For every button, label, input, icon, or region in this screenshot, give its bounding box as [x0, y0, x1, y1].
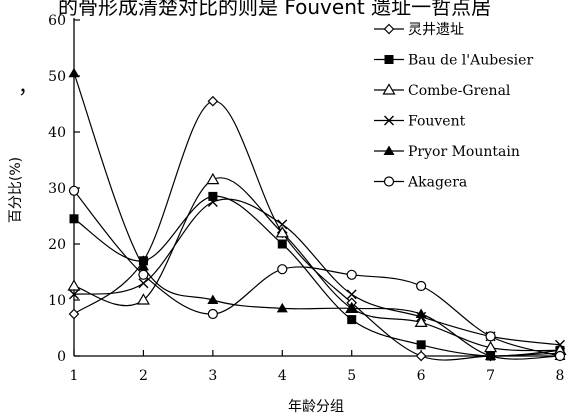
series-line — [73, 195, 561, 357]
series-5 — [68, 185, 566, 362]
data-point-open-triangle — [275, 226, 289, 238]
data-point-x-cross — [346, 289, 357, 300]
legend-item: Combe-Grenal — [374, 83, 511, 99]
y-tick-label: 30 — [48, 181, 66, 197]
data-point-filled-square — [208, 191, 218, 201]
data-point-filled-triangle — [346, 302, 358, 313]
series-line — [73, 100, 561, 361]
data-point-open-circle — [68, 185, 80, 196]
series-line — [73, 177, 561, 352]
legend-marker — [383, 176, 395, 187]
legend-item: 灵井遗址 — [374, 22, 464, 38]
series-0 — [68, 95, 566, 362]
legend-marker — [384, 115, 394, 126]
legend-label: Akagera — [407, 175, 467, 191]
y-tick-label: 60 — [48, 13, 66, 29]
y-tick-label: 10 — [48, 293, 66, 309]
x-tick-label: 6 — [417, 368, 426, 384]
legend-marker — [383, 23, 395, 35]
legend-item: Bau de l'Aubesier — [374, 53, 533, 69]
data-point-filled-triangle — [207, 294, 219, 304]
data-point-x-cross — [555, 339, 565, 350]
data-point-filled-square — [416, 340, 426, 350]
data-point-open-triangle — [206, 172, 220, 185]
tick-layer: 0 10 20 30 40 50 60 1 2 3 4 5 6 7 8 — [48, 13, 564, 384]
y-tick-label: 40 — [48, 125, 66, 141]
legend-marker — [382, 83, 396, 95]
data-point-filled-square — [138, 256, 148, 266]
x-tick-label: 7 — [486, 368, 495, 384]
data-point-open-triangle — [136, 293, 150, 305]
x-tick-label: 2 — [139, 368, 148, 384]
data-point-filled-triangle — [485, 350, 497, 360]
legend-label: Combe-Grenal — [408, 83, 511, 99]
series-line — [73, 198, 561, 346]
data-point-filled-square — [277, 239, 287, 249]
data-point-filled-triangle — [415, 308, 427, 318]
data-point-filled-triangle — [137, 260, 149, 271]
x-tick-label: 4 — [278, 368, 287, 384]
data-point-open-circle — [416, 280, 427, 292]
legend-marker — [384, 55, 394, 64]
data-point-filled-triangle — [276, 302, 288, 313]
legend-label: Bau de l'Aubesier — [408, 53, 533, 69]
data-point-x-cross — [277, 219, 288, 230]
series-line — [73, 72, 561, 360]
stray-punctuation: ， — [18, 74, 38, 98]
legend-marker — [383, 145, 395, 155]
legend-label: 灵井遗址 — [408, 22, 464, 38]
y-tick-label: 0 — [57, 349, 66, 365]
data-point-open-circle — [207, 308, 218, 320]
legend: 灵井遗址 Bau de l'Aubesier Combe-Grenal Fouvent… — [374, 22, 533, 191]
legend-label: Fouvent — [408, 114, 466, 130]
data-point-x-cross — [138, 278, 149, 289]
data-point-open-diamond — [68, 308, 80, 320]
x-tick-label: 8 — [556, 368, 565, 384]
y-tick-label: 50 — [48, 69, 66, 85]
legend-item: Pryor Mountain — [374, 144, 520, 160]
data-point-open-circle — [485, 331, 496, 342]
data-point-filled-square — [347, 315, 357, 325]
legend-item: Akagera — [374, 175, 467, 191]
series-4 — [68, 67, 566, 360]
data-point-open-diamond — [207, 95, 219, 107]
data-point-x-cross — [69, 289, 79, 300]
cropped-caption-text: 的骨形成清楚对比的则是 Fouvent 遗址一哲点居 — [58, 0, 492, 19]
legend-item: Fouvent — [374, 114, 466, 130]
data-point-open-circle — [346, 269, 357, 280]
data-point-open-diamond — [415, 350, 427, 362]
x-tick-label: 1 — [70, 368, 79, 384]
y-tick-label: 20 — [48, 237, 66, 253]
data-point-filled-triangle — [68, 67, 80, 78]
x-tick-label: 5 — [347, 368, 356, 384]
y-axis-title: 百分比(%) — [8, 157, 24, 223]
data-point-open-triangle — [414, 315, 428, 327]
x-tick-label: 3 — [208, 368, 217, 384]
data-point-open-triangle — [67, 279, 81, 291]
series-layer — [67, 67, 567, 362]
x-axis-title: 年龄分组 — [288, 399, 344, 415]
legend-label: Pryor Mountain — [408, 144, 520, 160]
data-point-open-circle — [138, 269, 149, 280]
data-point-open-circle — [554, 350, 566, 362]
data-point-open-circle — [277, 264, 288, 275]
data-point-x-cross — [207, 197, 218, 207]
data-point-filled-square — [69, 214, 79, 224]
